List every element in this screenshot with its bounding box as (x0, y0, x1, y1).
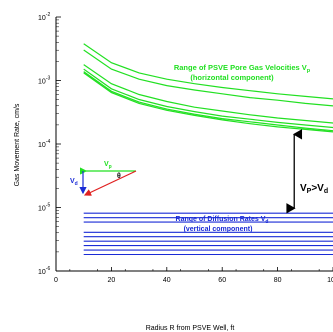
vp-vector-label-sub: p (109, 164, 112, 170)
vp-vector-label: Vp (104, 161, 112, 170)
gap-label-v1: V (300, 183, 307, 194)
pore-velocity-annotation-line2: (horizontal component) (190, 73, 274, 82)
pore-velocity-annotation-line1: Range of PSVE Pore Gas Velocities Vp (174, 63, 311, 74)
y-axis-title: Gas Movement Rate, cm/s (14, 103, 21, 186)
y-tick-exp: -5 (46, 203, 51, 209)
y-tick-exp: -6 (46, 266, 51, 272)
x-tick-label: 60 (218, 277, 226, 284)
y-tick-base: 10 (38, 15, 46, 22)
x-tick-label: 20 (108, 277, 116, 284)
series-layer (83, 43, 333, 256)
y-tick-exp: -2 (46, 12, 51, 18)
y-tick-exp: -4 (46, 139, 51, 145)
pore-velocity-line-3 (83, 64, 333, 124)
x-tick-label: 0 (54, 277, 58, 284)
x-axis-title: Radius R from PSVE Well, ft (146, 325, 235, 332)
vd-vector-label-text: V (70, 178, 75, 185)
pore-velocity-annotation-text: Range of PSVE Pore Gas Velocities V (174, 63, 307, 72)
pore-velocity-line-4 (83, 68, 333, 129)
x-tick-label: 100 (327, 277, 333, 284)
diffusion-annotation-sub: d (265, 219, 268, 225)
y-tick-label: 10-2 (38, 12, 50, 22)
axes-layer: 02040608010010-210-310-410-510-6 (38, 12, 333, 284)
diffusion-annotation-line1: Range of Diffusion Rates Vd (176, 216, 269, 225)
y-tick-label: 10-3 (38, 76, 50, 86)
vd-vector-label-sub: d (75, 181, 78, 187)
theta-label: θ (117, 173, 121, 180)
x-tick-label: 80 (274, 277, 282, 284)
pore-velocity-annotation-sub: p (307, 68, 311, 74)
y-tick-base: 10 (38, 269, 46, 276)
gap-label-sub2: d (324, 188, 328, 195)
diffusion-annotation-text: Range of Diffusion Rates V (176, 216, 266, 223)
pore-velocity-line-1 (83, 43, 333, 100)
y-tick-base: 10 (38, 79, 46, 86)
y-tick-label: 10-4 (38, 139, 50, 149)
vp-vector-label-text: V (104, 161, 109, 168)
resultant-vector (83, 170, 137, 196)
vector-diagram: Vp Vd θ (70, 161, 137, 196)
y-tick-label: 10-5 (38, 203, 50, 213)
x-tick-label: 40 (163, 277, 171, 284)
y-tick-base: 10 (38, 206, 46, 213)
y-tick-base: 10 (38, 142, 46, 149)
y-tick-exp: -3 (46, 76, 51, 82)
gap-label: VP>Vd (300, 183, 328, 195)
y-tick-label: 10-6 (38, 266, 50, 276)
gap-label-mid: >V (311, 183, 324, 194)
pore-velocity-line-2 (83, 49, 333, 107)
pore-velocity-line-5 (83, 71, 333, 132)
vd-vector-label: Vd (70, 178, 78, 187)
gap-label-sub1: P (307, 188, 312, 195)
diffusion-annotation-line2: (vertical component) (184, 226, 253, 233)
pore-velocity-line-6 (83, 72, 333, 133)
